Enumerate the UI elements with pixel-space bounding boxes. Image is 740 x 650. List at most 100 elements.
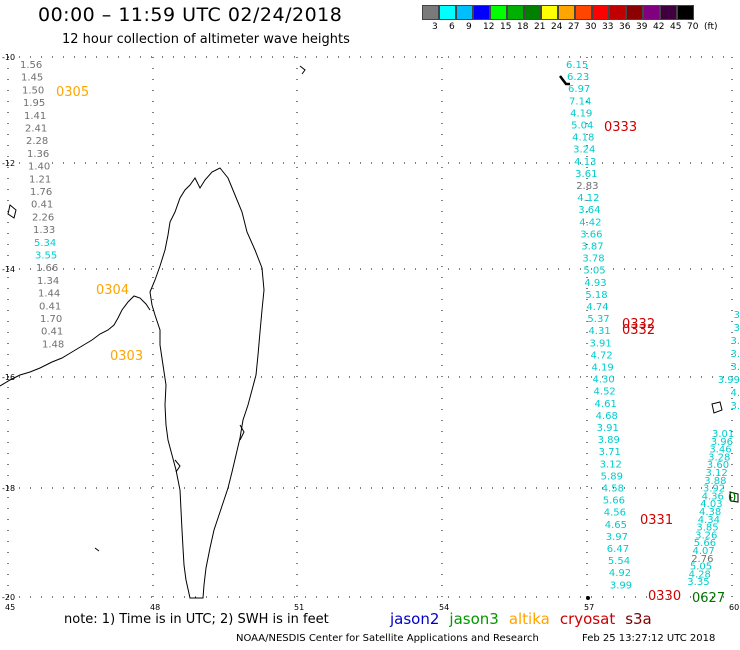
legend-swatch xyxy=(524,5,541,20)
wave-height-value: 4.58 xyxy=(602,484,624,495)
legend-label: 39 xyxy=(636,22,648,32)
wave-height-value: 4.07 xyxy=(693,546,715,557)
wave-height-value: 2.41 xyxy=(25,124,47,135)
legend-label: 3 xyxy=(432,22,438,32)
wave-height-value: 5.66 xyxy=(603,496,625,507)
wave-height-value: 2.26 xyxy=(32,212,54,223)
wave-height-value: 3.35 xyxy=(687,577,709,588)
lat-label: -12 xyxy=(2,159,15,168)
legend-swatch xyxy=(456,5,473,20)
satellite-label: jason2 xyxy=(390,610,440,628)
legend-label: 30 xyxy=(585,22,597,32)
wave-height-value: 4.28 xyxy=(689,569,711,580)
wave-height-value: 4.19 xyxy=(592,363,614,374)
legend-label: 27 xyxy=(568,22,580,32)
pass-label: 0330 xyxy=(648,589,681,604)
wave-height-value: 4.74 xyxy=(586,302,608,313)
wave-height-value: 1.50 xyxy=(22,85,44,96)
legend-label: 36 xyxy=(619,22,631,32)
wave-height-value: 4.12 xyxy=(577,193,599,204)
wave-height-value: 3.87 xyxy=(581,242,603,253)
legend-swatch xyxy=(541,5,558,20)
color-legend xyxy=(422,5,694,20)
wave-height-value: 4.18 xyxy=(572,133,594,144)
legend-label: 21 xyxy=(534,22,546,32)
satellite-label: jason3 xyxy=(449,610,499,628)
pass-label: 0304 xyxy=(96,283,129,298)
legend-swatch xyxy=(592,5,609,20)
wave-height-value: 1.36 xyxy=(27,149,49,160)
wave-height-value: 5.05 xyxy=(583,266,605,277)
wave-height-value: 3.66 xyxy=(580,229,602,240)
wave-height-value: 1.21 xyxy=(29,174,51,185)
pass-label: 0333 xyxy=(604,120,637,135)
wave-height-value: 5.54 xyxy=(608,556,630,567)
africa-coastline xyxy=(0,295,151,387)
footer-note: note: 1) Time is in UTC; 2) SWH is in fe… xyxy=(64,612,329,627)
legend-swatch xyxy=(643,5,660,20)
wave-height-value: 4.36 xyxy=(702,491,724,502)
wave-height-value: 2.76 xyxy=(691,554,713,565)
legend-label: 33 xyxy=(602,22,614,32)
wave-height-value: 1.70 xyxy=(40,314,62,325)
reunion-island xyxy=(729,491,739,503)
wave-height-value: 3.78 xyxy=(582,254,604,265)
lon-label: 57 xyxy=(584,603,594,612)
wave-height-value: 3.89 xyxy=(598,435,620,446)
wave-height-value: 3.12 xyxy=(706,468,728,479)
wave-height-value: 1.48 xyxy=(42,339,64,350)
lat-label: -14 xyxy=(2,265,15,274)
wave-height-value: 1.45 xyxy=(21,73,43,84)
satellite-legend: jason2 jason3 altika cryosat s3a xyxy=(390,610,662,628)
wave-height-value: 4.13 xyxy=(574,157,596,168)
wave-height-value: 1.33 xyxy=(33,225,55,236)
wave-height-value: 4.38 xyxy=(699,507,721,518)
credit-text: NOAA/NESDIS Center for Satellite Applica… xyxy=(236,633,539,644)
wave-height-value: 4.72 xyxy=(590,350,612,361)
wave-height-value: 1.66 xyxy=(36,263,58,274)
legend-label: 45 xyxy=(670,22,682,32)
wave-height-value: 4.34 xyxy=(698,515,720,526)
wave-height-value: 3.91 xyxy=(589,338,611,349)
wave-height-value: 3.46 xyxy=(709,445,731,456)
lat-label: -10 xyxy=(2,53,15,62)
wave-height-value: 4. xyxy=(730,388,740,399)
wave-height-value: 4.68 xyxy=(596,411,618,422)
wave-height-value: 6.23 xyxy=(567,72,589,83)
wave-height-value: 4.52 xyxy=(594,387,616,398)
wave-height-value: 4.31 xyxy=(588,326,610,337)
pass-label: 0305 xyxy=(56,85,89,100)
wave-height-value: 0.41 xyxy=(39,301,61,312)
wave-height-value: 3.99 xyxy=(610,580,632,591)
wave-height-value: 0.41 xyxy=(41,327,63,338)
wave-height-value: 3.88 xyxy=(704,476,726,487)
wave-height-value: 3.26 xyxy=(695,530,717,541)
legend-swatch xyxy=(507,5,524,20)
coastline xyxy=(0,65,739,599)
legend-swatch xyxy=(422,5,439,20)
lat-label: -20 xyxy=(2,593,15,602)
pass-label: 0303 xyxy=(110,349,143,364)
wave-height-value: 7.14 xyxy=(569,96,591,107)
timestamp-text: Feb 25 13:27:12 UTC 2018 xyxy=(582,633,716,644)
altimeter-tracks: 1.56 1.451.50 1.95 1.41 2.412.28 1.36 1.401.21… xyxy=(20,60,740,600)
legend-swatch xyxy=(575,5,592,20)
wave-height-value: 4.56 xyxy=(604,508,626,519)
wave-height-value: 3.24 xyxy=(573,145,595,156)
lon-label: 48 xyxy=(150,603,160,612)
legend-swatch xyxy=(558,5,575,20)
comoros-islands xyxy=(7,204,17,219)
wave-height-value: 4.92 xyxy=(609,568,631,579)
legend-label: 12 xyxy=(483,22,495,32)
wave-height-value: 4.03 xyxy=(700,499,722,510)
lon-label: 51 xyxy=(294,603,304,612)
wave-height-value: 4.61 xyxy=(595,399,617,410)
wave-height-value: 4.19 xyxy=(570,108,592,119)
satellite-label: altika xyxy=(508,610,550,628)
wave-height-value: 1.76 xyxy=(30,187,52,198)
wave-height-value: 3. xyxy=(730,336,740,347)
wave-height-value: 3.61 xyxy=(575,169,597,180)
